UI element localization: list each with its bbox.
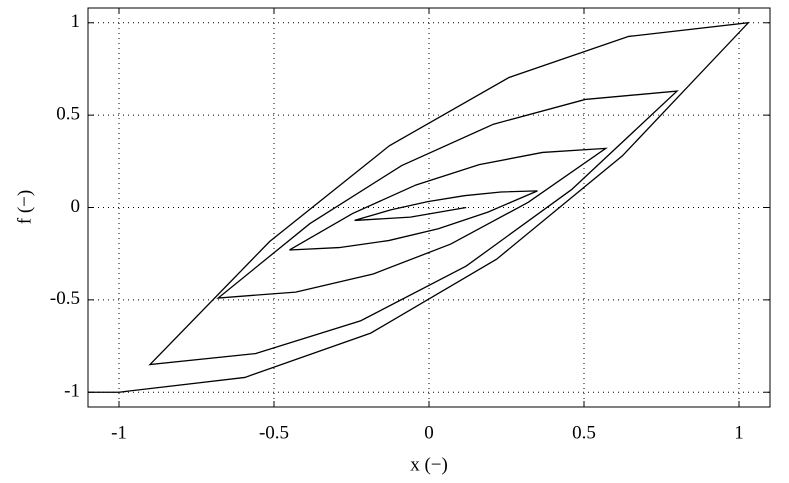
x-tick-label: 1 (734, 422, 744, 443)
x-tick-label: 0 (424, 422, 434, 443)
y-tick-label: -1 (64, 381, 80, 402)
y-tick-label: 1 (71, 11, 81, 32)
y-tick-label: 0.5 (56, 103, 80, 124)
x-tick-label: 0.5 (572, 422, 596, 443)
x-tick-label: -1 (111, 422, 127, 443)
y-axis-label: f (−) (14, 190, 35, 224)
y-tick-label: -0.5 (50, 288, 80, 309)
data-line (88, 21, 750, 393)
x-axis-label: x (−) (410, 454, 448, 475)
plot-frame (87, 7, 771, 408)
y-tick-label: 0 (71, 196, 81, 217)
x-tick-label: -0.5 (259, 422, 289, 443)
